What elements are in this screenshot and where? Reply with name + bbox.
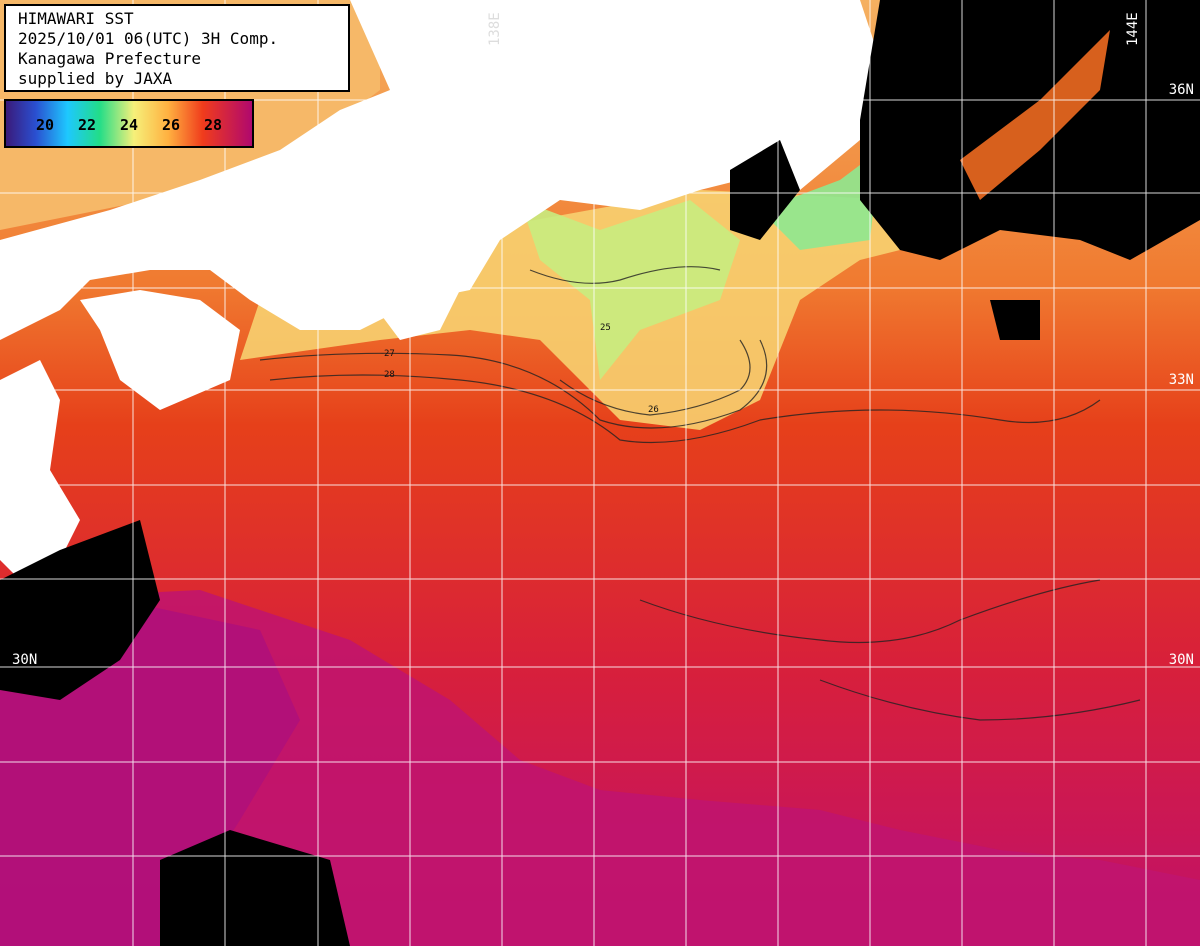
colorbar-tick-20: 20 [36, 116, 55, 134]
warm-streak-northeast [960, 30, 1110, 200]
green-water [520, 200, 740, 380]
no-data-east-strip [990, 300, 1040, 340]
contour-label-27: 27 [384, 349, 395, 359]
timestamp-line: 2025/10/01 06(UTC) 3H Comp. [18, 29, 279, 48]
contour-label-28: 28 [384, 370, 395, 380]
land-kii [370, 230, 470, 340]
land-kyushu [0, 360, 80, 580]
colorbar-tick-28: 28 [204, 116, 223, 134]
land-honshu [0, 0, 880, 340]
lon-label-138e: 138E [487, 12, 503, 46]
contour-26 [559, 339, 751, 416]
no-data-west [0, 520, 160, 700]
contour-29-south [819, 679, 1141, 721]
lat-label-30n-left: 30N [12, 652, 38, 668]
green-water-2 [760, 150, 880, 250]
info-box: HIMAWARI SST 2025/10/01 06(UTC) 3H Comp.… [4, 4, 350, 92]
lat-label-30n-right: 30N [1168, 652, 1194, 668]
contour-28-south [639, 579, 1101, 644]
colorbar-tick-22: 22 [78, 116, 97, 134]
contour-27 [259, 339, 768, 429]
colorbar-gradient [6, 101, 252, 146]
contour-28 [269, 374, 1101, 444]
region-line: Kanagawa Prefecture [18, 49, 202, 68]
contour-label-25: 25 [600, 323, 611, 333]
lat-label-36n: 36N [1168, 82, 1194, 98]
land-shikoku [80, 290, 240, 410]
credit-line: supplied by JAXA [18, 69, 173, 88]
temperature-colorbar: 20 22 24 26 28 [4, 99, 254, 148]
no-data-southwest [160, 830, 350, 946]
contours [259, 266, 1141, 721]
lon-label-144e: 144E [1125, 12, 1141, 46]
title-line: HIMAWARI SST [18, 9, 134, 28]
lat-label-33n: 33N [1168, 372, 1194, 388]
contour-25 [529, 266, 721, 284]
contour-label-26: 26 [648, 405, 659, 415]
colorbar-tick-24: 24 [120, 116, 139, 134]
no-data-northeast-2 [730, 140, 800, 240]
colorbar-tick-26: 26 [162, 116, 181, 134]
